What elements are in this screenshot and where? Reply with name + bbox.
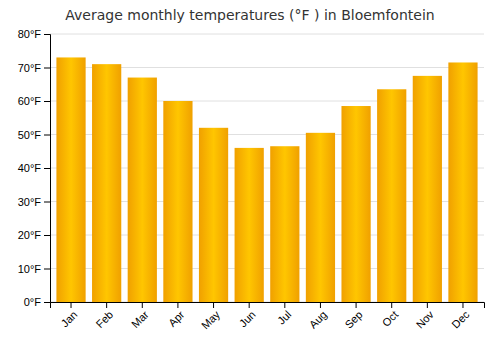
x-tick-label: Nov xyxy=(414,308,437,331)
x-tick-mark xyxy=(427,302,428,308)
bar xyxy=(163,101,192,302)
x-axis-line xyxy=(51,303,485,309)
y-tick-mark xyxy=(44,135,50,136)
x-tick: Aug xyxy=(307,302,329,331)
x-tick-label: Jan xyxy=(59,308,80,329)
x-tick-label: Jul xyxy=(275,308,293,326)
x-tick: Nov xyxy=(414,302,437,331)
y-axis: 0°F 10°F 20°F 30°F 40°F 50°F 60°F 70°F 80°F xyxy=(18,28,51,308)
x-tick-label: Aug xyxy=(307,308,329,330)
x-axis: Jan Feb Mar Apr May Jun Jul Aug Sep Oct Nov Dec xyxy=(51,302,485,331)
chart: 0°F 10°F 20°F 30°F 40°F 50°F 60°F 70°F 80°F Jan Fe… xyxy=(0,0,500,350)
x-tick: May xyxy=(199,302,223,331)
bar xyxy=(270,146,299,302)
y-tick-mark xyxy=(44,302,50,303)
x-tick: Feb xyxy=(93,302,115,330)
x-tick-mark xyxy=(213,302,214,308)
x-tick-label: Oct xyxy=(380,308,401,329)
y-tick: 80°F xyxy=(18,28,50,40)
y-tick: 60°F xyxy=(18,95,50,107)
y-tick-label: 50°F xyxy=(18,129,42,141)
y-tick-mark xyxy=(44,101,50,102)
x-tick-label: Jun xyxy=(237,308,258,329)
y-tick-label: 60°F xyxy=(18,95,42,107)
y-tick-label: 20°F xyxy=(18,229,42,241)
bar xyxy=(128,78,157,302)
bar xyxy=(56,57,85,302)
title: Average monthly temperatures (°F ) in Bl… xyxy=(65,7,434,23)
x-tick-mark xyxy=(391,302,392,308)
x-tick-mark xyxy=(142,302,143,308)
x-tick: Dec xyxy=(449,302,472,331)
plot: 0°F 10°F 20°F 30°F 40°F 50°F 60°F 70°F 80°F Jan Fe… xyxy=(18,28,485,331)
y-tick-label: 70°F xyxy=(18,62,42,74)
grid xyxy=(50,34,484,302)
y-tick: 10°F xyxy=(18,263,50,275)
x-tick-label: Mar xyxy=(129,308,151,330)
x-tick-mark xyxy=(320,302,321,308)
x-tick-label: Feb xyxy=(93,308,115,330)
y-tick-mark xyxy=(44,34,50,35)
x-tick-mark xyxy=(177,302,178,308)
bar xyxy=(341,106,370,302)
bar xyxy=(448,62,477,302)
y-tick: 30°F xyxy=(18,196,50,208)
y-tick-mark xyxy=(44,235,50,236)
y-tick-label: 10°F xyxy=(18,263,42,275)
x-tick: Sep xyxy=(342,302,364,331)
x-tick-mark xyxy=(106,302,107,308)
bar xyxy=(235,148,264,302)
y-tick-mark xyxy=(44,202,50,203)
bar xyxy=(306,133,335,302)
bars xyxy=(56,57,477,302)
x-tick: Apr xyxy=(166,302,187,329)
x-tick-label: Apr xyxy=(166,308,187,329)
y-tick-label: 0°F xyxy=(24,296,42,308)
x-tick-label: Dec xyxy=(449,308,472,331)
bar xyxy=(377,89,406,302)
y-tick-mark xyxy=(44,168,50,169)
y-tick-label: 80°F xyxy=(18,28,42,40)
x-tick: Mar xyxy=(129,302,151,330)
x-tick: Jun xyxy=(237,302,258,329)
bar xyxy=(92,64,121,302)
y-tick-label: 40°F xyxy=(18,162,42,174)
x-tick-mark xyxy=(249,302,250,308)
y-axis-line xyxy=(44,35,51,303)
y-tick-mark xyxy=(44,269,50,270)
y-tick: 40°F xyxy=(18,162,50,174)
x-tick-mark xyxy=(284,302,285,308)
y-tick-label: 30°F xyxy=(18,196,42,208)
x-tick-label: Sep xyxy=(342,308,364,330)
x-tick: Jan xyxy=(59,302,80,329)
x-tick-mark xyxy=(356,302,357,308)
x-tick-mark xyxy=(71,302,72,308)
bar xyxy=(199,128,228,302)
y-tick: 50°F xyxy=(18,129,50,141)
x-tick-label: May xyxy=(199,308,223,332)
y-tick: 20°F xyxy=(18,229,50,241)
y-tick: 0°F xyxy=(24,296,50,308)
grid-line xyxy=(50,34,484,35)
x-tick: Jul xyxy=(275,302,293,327)
bar xyxy=(413,76,442,302)
y-tick: 70°F xyxy=(18,62,50,74)
y-tick-mark xyxy=(44,68,50,69)
x-tick-mark xyxy=(462,302,463,308)
x-tick: Oct xyxy=(380,302,401,329)
